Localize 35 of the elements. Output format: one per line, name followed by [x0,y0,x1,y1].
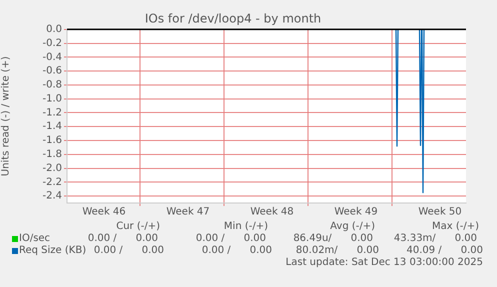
y-tick-label: -1.2 [42,107,62,118]
text: 40.09 / 0.00 [406,245,483,256]
text: Min (-/+) [224,221,268,232]
legend-label: IO/sec [18,233,50,244]
y-tick-label: -1.6 [42,135,62,146]
legend-label: Req Size (KB) [18,245,86,256]
y-tick-label: 0.0 [46,24,62,35]
y-tick-label: -0.8 [42,80,62,91]
x-tick-label: Week 50 [418,206,462,218]
y-tick-label: -1.4 [42,121,62,132]
x-tick-label: Week 48 [250,206,294,218]
text: 0.00 / 0.00 [202,245,272,256]
text: 80.02m/ 0.00 [296,245,379,256]
text: 0.00 / 0.00 [196,233,266,244]
text: Cur (-/+) [116,221,160,232]
y-tick-label: -2.2 [42,176,62,188]
x-tick-label: Week 49 [334,206,378,218]
y-tick-label: -1.8 [42,148,62,160]
y-tick-label: -2.4 [42,190,62,202]
y-axis-title: Units read (-) / write (+) [0,56,12,176]
text: 86.49u/ 0.00 [293,233,373,244]
x-tick-label: Week 47 [166,206,210,218]
text: 0.00 / 0.00 [88,233,158,244]
text: Max (-/+) [432,221,479,232]
x-tick-label: Week 46 [82,206,126,218]
y-tick-label: -1.0 [42,93,62,104]
chart-title: IOs for /dev/loop4 - by month [144,11,322,26]
y-tick-label: -0.2 [42,38,62,49]
y-tick-label: -0.6 [42,66,62,77]
text: Last update: Sat Dec 13 03:00:00 2025 [286,257,483,268]
y-tick-label: -0.4 [42,52,62,63]
text: Avg (-/+) [330,221,375,232]
text: 43.33m/ 0.00 [394,233,477,244]
y-tick-label: -2.0 [42,162,62,174]
text: 0.00 / 0.00 [94,245,164,256]
